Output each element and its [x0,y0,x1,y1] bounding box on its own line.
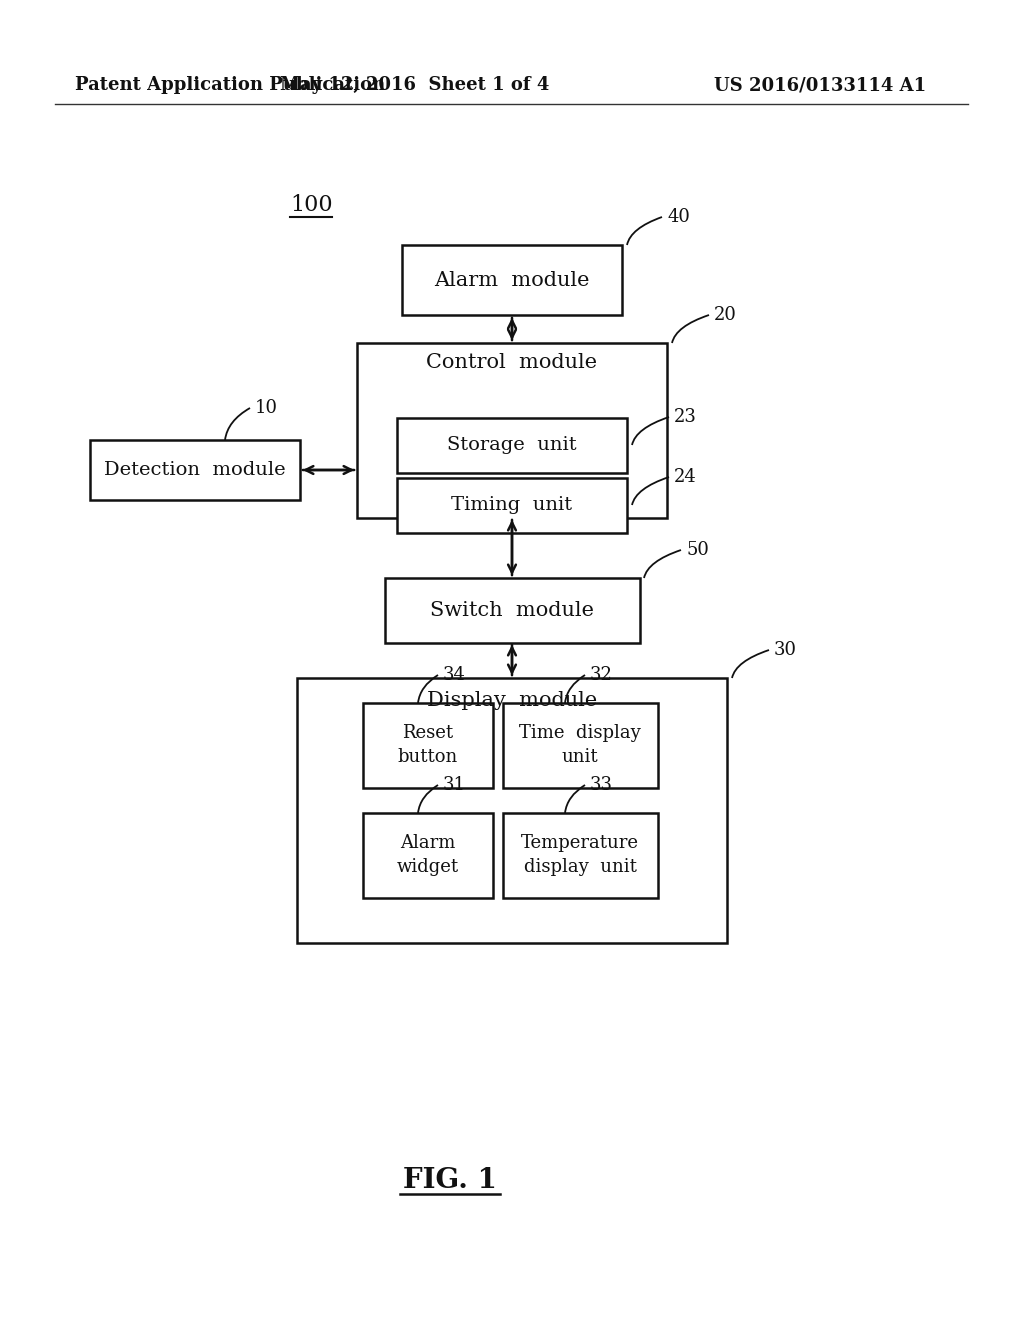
Text: Patent Application Publication: Patent Application Publication [75,77,385,94]
Text: Temperature
display  unit: Temperature display unit [521,833,639,876]
Bar [297,677,727,942]
Text: 100: 100 [290,194,333,216]
Text: FIG. 1: FIG. 1 [403,1167,497,1193]
Text: 40: 40 [667,209,690,226]
Bar [503,702,657,788]
Bar [503,813,657,898]
Bar [362,702,493,788]
Bar [397,478,627,532]
Bar [362,813,493,898]
Bar [357,342,667,517]
Text: US 2016/0133114 A1: US 2016/0133114 A1 [714,77,926,94]
Text: Display  module: Display module [427,690,597,710]
Text: Time  display
unit: Time display unit [519,723,641,767]
Text: 10: 10 [255,399,278,417]
Text: May 12, 2016  Sheet 1 of 4: May 12, 2016 Sheet 1 of 4 [281,77,550,94]
Text: 32: 32 [590,667,613,684]
Text: 34: 34 [443,667,466,684]
Text: Storage  unit: Storage unit [447,436,577,454]
Text: Timing  unit: Timing unit [452,496,572,513]
Bar [402,246,622,315]
Text: 20: 20 [714,306,737,323]
Bar [397,417,627,473]
Text: 23: 23 [674,408,697,426]
Text: 50: 50 [686,541,709,558]
Text: Control  module: Control module [426,354,598,372]
Bar [384,578,640,643]
Text: 30: 30 [774,642,797,659]
Text: Switch  module: Switch module [430,601,594,619]
Text: 24: 24 [674,469,696,486]
Text: Alarm
widget: Alarm widget [397,833,459,876]
Text: 31: 31 [443,776,466,795]
Bar [90,440,300,500]
Text: Reset
button: Reset button [398,723,458,767]
Text: Alarm  module: Alarm module [434,271,590,289]
Text: Detection  module: Detection module [104,461,286,479]
Text: 33: 33 [590,776,613,795]
